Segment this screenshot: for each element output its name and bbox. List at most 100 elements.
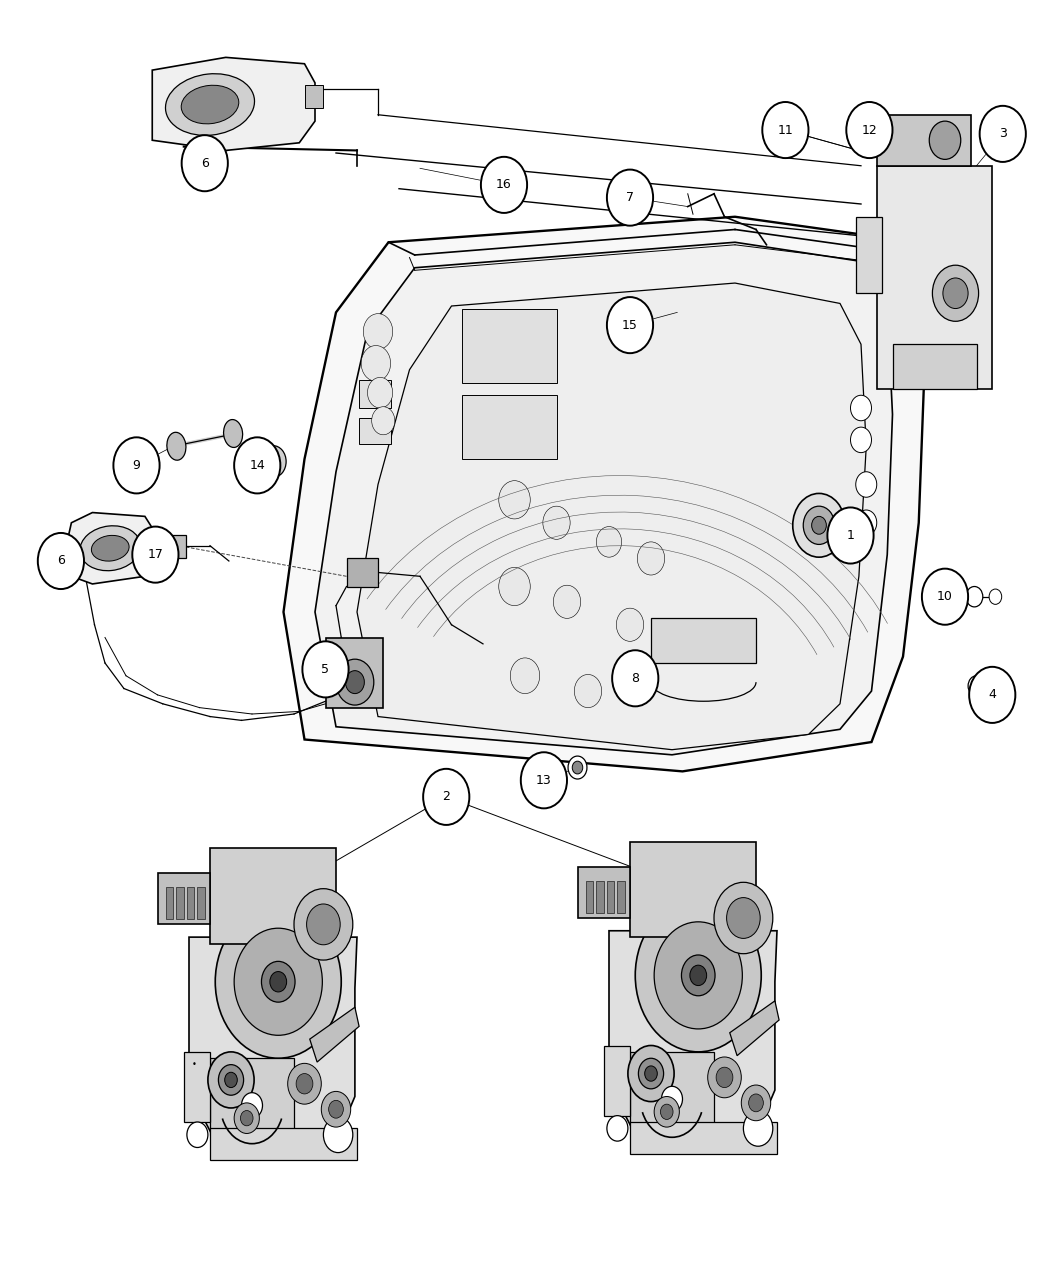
- Circle shape: [749, 1094, 763, 1112]
- Circle shape: [240, 1111, 253, 1126]
- Ellipse shape: [167, 432, 186, 460]
- Bar: [187, 887, 194, 919]
- Bar: [359, 418, 391, 444]
- Circle shape: [208, 1052, 254, 1108]
- Circle shape: [521, 752, 567, 808]
- Bar: [596, 881, 604, 913]
- Text: 12: 12: [861, 124, 878, 136]
- Polygon shape: [65, 513, 155, 584]
- Circle shape: [727, 898, 760, 938]
- Ellipse shape: [266, 453, 279, 470]
- Circle shape: [215, 905, 341, 1058]
- Polygon shape: [609, 931, 777, 1135]
- Polygon shape: [189, 937, 357, 1141]
- Text: 15: 15: [622, 319, 638, 332]
- Circle shape: [989, 589, 1002, 604]
- Circle shape: [368, 377, 393, 408]
- Circle shape: [793, 493, 845, 557]
- Bar: [210, 1058, 294, 1135]
- Circle shape: [372, 407, 395, 435]
- Circle shape: [481, 157, 527, 213]
- Circle shape: [659, 622, 685, 653]
- Text: 6: 6: [57, 555, 65, 567]
- Circle shape: [607, 297, 653, 353]
- Ellipse shape: [224, 419, 243, 448]
- Circle shape: [638, 1058, 664, 1089]
- Circle shape: [708, 1057, 741, 1098]
- Circle shape: [932, 265, 979, 321]
- Bar: [651, 618, 756, 663]
- Circle shape: [645, 1066, 657, 1081]
- Bar: [630, 1122, 777, 1154]
- Text: •: •: [192, 1060, 196, 1070]
- Circle shape: [329, 1100, 343, 1118]
- Circle shape: [943, 278, 968, 309]
- Bar: [877, 115, 971, 166]
- Circle shape: [827, 507, 874, 564]
- Circle shape: [234, 1103, 259, 1133]
- Circle shape: [568, 756, 587, 779]
- Circle shape: [681, 955, 715, 996]
- Circle shape: [607, 170, 653, 226]
- Bar: [158, 873, 210, 924]
- Ellipse shape: [166, 74, 254, 135]
- Circle shape: [345, 671, 364, 694]
- Text: 2: 2: [442, 790, 450, 803]
- Bar: [359, 380, 391, 408]
- Circle shape: [991, 678, 1004, 694]
- Circle shape: [612, 650, 658, 706]
- Polygon shape: [152, 57, 315, 150]
- Circle shape: [980, 106, 1026, 162]
- Text: 7: 7: [626, 191, 634, 204]
- Polygon shape: [357, 283, 866, 750]
- Text: 17: 17: [147, 548, 164, 561]
- Bar: [210, 1128, 357, 1160]
- Bar: [210, 848, 336, 944]
- Circle shape: [635, 899, 761, 1052]
- Bar: [630, 1052, 714, 1128]
- Circle shape: [38, 533, 84, 589]
- Circle shape: [187, 1122, 208, 1148]
- Bar: [630, 842, 756, 937]
- Polygon shape: [310, 1007, 359, 1062]
- Circle shape: [296, 1074, 313, 1094]
- Ellipse shape: [80, 525, 141, 571]
- Bar: [856, 217, 882, 293]
- Ellipse shape: [91, 536, 129, 561]
- Circle shape: [361, 346, 391, 381]
- Bar: [346, 558, 378, 587]
- Circle shape: [553, 585, 581, 618]
- Circle shape: [714, 882, 773, 954]
- Circle shape: [363, 314, 393, 349]
- Polygon shape: [284, 217, 924, 771]
- Bar: [326, 638, 383, 708]
- Circle shape: [850, 427, 871, 453]
- Bar: [578, 867, 630, 918]
- Circle shape: [307, 904, 340, 945]
- Text: 16: 16: [496, 179, 512, 191]
- Circle shape: [596, 527, 622, 557]
- Circle shape: [423, 769, 469, 825]
- Circle shape: [336, 659, 374, 705]
- Text: 9: 9: [132, 459, 141, 472]
- Ellipse shape: [182, 85, 238, 124]
- Circle shape: [929, 121, 961, 159]
- Circle shape: [616, 608, 644, 641]
- Bar: [877, 166, 992, 389]
- Circle shape: [850, 395, 871, 421]
- Bar: [184, 1052, 210, 1122]
- Circle shape: [234, 928, 322, 1035]
- Circle shape: [499, 567, 530, 606]
- Circle shape: [225, 1072, 237, 1088]
- Bar: [197, 887, 205, 919]
- Bar: [163, 536, 186, 558]
- Circle shape: [628, 1046, 674, 1102]
- Circle shape: [716, 1067, 733, 1088]
- Circle shape: [812, 516, 826, 534]
- Text: 5: 5: [321, 663, 330, 676]
- Circle shape: [510, 658, 540, 694]
- Circle shape: [288, 1063, 321, 1104]
- Text: 11: 11: [777, 124, 794, 136]
- Circle shape: [218, 1065, 244, 1095]
- Circle shape: [182, 135, 228, 191]
